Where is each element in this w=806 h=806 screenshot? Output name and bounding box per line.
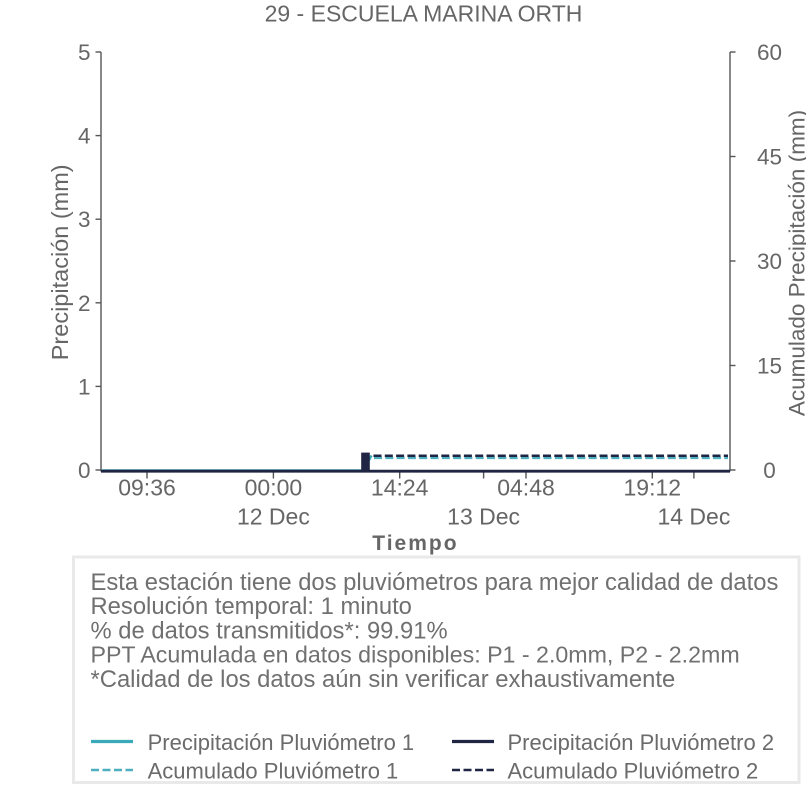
svg-text:0: 0 <box>763 458 776 483</box>
svg-text:04:48: 04:48 <box>497 475 555 501</box>
svg-text:60: 60 <box>757 40 782 65</box>
svg-text:14:24: 14:24 <box>371 475 429 501</box>
svg-text:19:12: 19:12 <box>624 475 682 501</box>
svg-text:% de datos transmitidos*: 99.9: % de datos transmitidos*: 99.91% <box>91 617 448 644</box>
svg-text:PPT Acumulada en datos disponi: PPT Acumulada en datos disponibles: P1 -… <box>91 642 740 668</box>
svg-text:Tiempo: Tiempo <box>372 532 458 555</box>
svg-text:Precipitación Pluviómetro 1: Precipitación Pluviómetro 1 <box>148 730 415 755</box>
svg-text:14 Dec: 14 Dec <box>657 504 730 530</box>
svg-text:2: 2 <box>78 291 91 316</box>
svg-text:12 Dec: 12 Dec <box>237 504 310 530</box>
svg-text:09:36: 09:36 <box>118 475 176 501</box>
svg-text:5: 5 <box>78 40 91 65</box>
svg-text:Resolución temporal: 1 minuto: Resolución temporal: 1 minuto <box>91 593 412 620</box>
svg-text:4: 4 <box>78 124 91 149</box>
svg-text:30: 30 <box>757 249 782 274</box>
svg-text:Acumulado Pluviómetro 2: Acumulado Pluviómetro 2 <box>508 758 759 783</box>
svg-text:Acumulado Pluviómetro 1: Acumulado Pluviómetro 1 <box>148 758 399 783</box>
svg-text:00:00: 00:00 <box>245 475 303 501</box>
svg-text:3: 3 <box>78 207 91 232</box>
svg-text:13 Dec: 13 Dec <box>447 504 520 530</box>
svg-text:1: 1 <box>78 374 91 399</box>
svg-text:Precipitación (mm): Precipitación (mm) <box>47 164 73 360</box>
svg-text:0: 0 <box>78 458 91 483</box>
svg-text:*Calidad de los datos aún sin: *Calidad de los datos aún sin verificar … <box>91 666 676 693</box>
svg-text:Acumulado Precipitación (mm): Acumulado Precipitación (mm) <box>785 110 806 416</box>
svg-text:29 - ESCUELA MARINA ORTH: 29 - ESCUELA MARINA ORTH <box>265 1 583 27</box>
svg-text:Precipitación Pluviómetro 2: Precipitación Pluviómetro 2 <box>508 730 775 755</box>
svg-text:45: 45 <box>757 145 782 170</box>
svg-text:Esta estación tiene dos pluvió: Esta estación tiene dos pluviómetros par… <box>91 569 779 596</box>
svg-text:15: 15 <box>757 354 782 379</box>
